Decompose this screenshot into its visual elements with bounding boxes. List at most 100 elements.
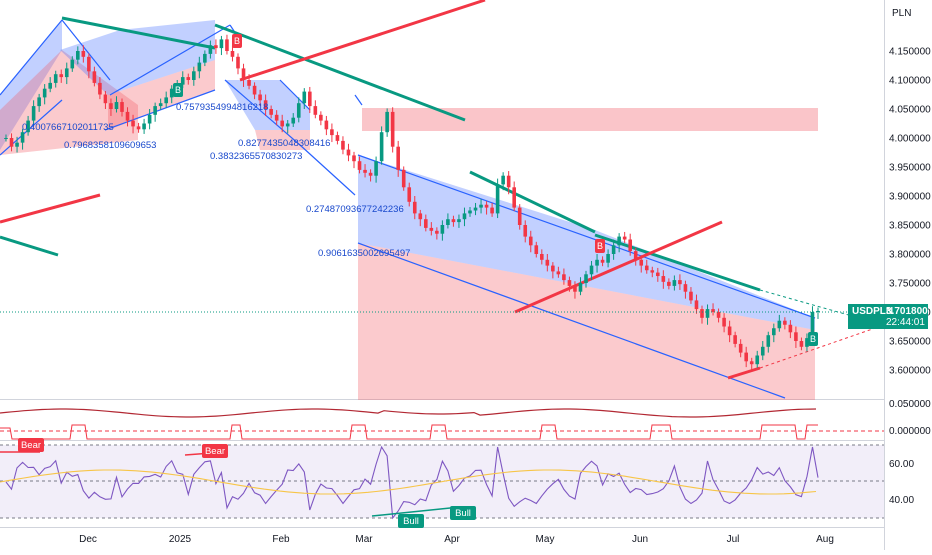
candle-body xyxy=(473,207,478,211)
bar-countdown: 22:44:01 xyxy=(886,317,925,328)
price-axis-tick: 3.950000 xyxy=(889,163,931,174)
candle-body xyxy=(479,204,483,208)
candle-body xyxy=(766,335,771,347)
candle-body xyxy=(440,225,445,234)
candle-body xyxy=(650,270,655,273)
osc-step-line xyxy=(0,424,818,440)
signal-marker xyxy=(595,239,605,253)
currency-label: PLN xyxy=(892,8,912,19)
candle-body xyxy=(777,320,782,329)
candle-body xyxy=(562,274,566,281)
candle-body xyxy=(744,352,748,362)
channel-border xyxy=(109,24,231,96)
candle-body xyxy=(81,51,86,57)
price-axis-tick: 4.100000 xyxy=(889,76,931,87)
candle-body xyxy=(534,245,539,254)
trendline-red xyxy=(514,220,723,314)
candle-body xyxy=(628,239,632,252)
candle-body xyxy=(517,207,522,225)
rsi-line xyxy=(5,445,819,520)
price-axis-tick: 3.750000 xyxy=(889,279,931,290)
fib-annotation-label: 0.3832365570830273 xyxy=(210,151,302,162)
candle-body xyxy=(114,102,119,109)
candle-body xyxy=(622,236,627,240)
time-axis-tick: Jul xyxy=(727,534,740,545)
trendline-red xyxy=(727,366,761,380)
trendline-red xyxy=(0,193,101,224)
candle-body xyxy=(76,51,80,60)
candle-body xyxy=(672,280,677,286)
divergence-badge xyxy=(398,514,424,528)
trendline-teal xyxy=(594,233,761,292)
candle-body xyxy=(70,59,75,69)
candle-body xyxy=(169,88,174,98)
candle-body xyxy=(633,251,638,260)
candle-body xyxy=(705,309,710,318)
trendline-teal xyxy=(61,16,216,50)
channel-fill-lower xyxy=(255,130,310,150)
candle-body xyxy=(258,94,262,101)
trendline-teal xyxy=(0,235,59,257)
channel-fill-upper xyxy=(358,155,815,330)
rsi-axis-tick: 40.00 xyxy=(889,495,914,506)
candle-body xyxy=(401,169,406,188)
signal-marker xyxy=(173,83,183,97)
candle-body xyxy=(219,39,224,49)
candle-body xyxy=(330,129,334,136)
candle-body xyxy=(31,106,36,121)
candle-body xyxy=(197,62,202,72)
candle-body xyxy=(424,219,428,228)
last-price-tag: USDPLN 3.701800 22:44:01 xyxy=(848,304,928,329)
candle-body xyxy=(192,71,196,80)
candle-body xyxy=(103,94,108,104)
time-axis-tick: Dec xyxy=(79,534,97,545)
candle-body xyxy=(810,312,815,339)
candle-body xyxy=(236,56,240,69)
fib-annotation-label: 0.4007667102011735 xyxy=(22,122,114,133)
candle-body xyxy=(214,45,218,49)
candle-body xyxy=(446,219,450,225)
candle-body xyxy=(109,103,113,109)
candle-body xyxy=(617,236,621,246)
channel-border xyxy=(279,79,311,111)
candle-body xyxy=(230,51,235,57)
time-axis-tick: 2025 xyxy=(169,534,192,545)
divergence-badge xyxy=(18,438,44,452)
candle-body xyxy=(186,77,191,80)
channel-border xyxy=(354,94,363,106)
candle-body xyxy=(131,120,135,127)
time-axis-tick: Jun xyxy=(632,534,648,545)
candle-body xyxy=(4,138,8,139)
candle-body xyxy=(451,219,456,223)
signal-marker-label: B xyxy=(175,85,181,95)
channel-border xyxy=(299,144,356,196)
candle-body xyxy=(335,135,340,141)
candle-body xyxy=(120,102,124,112)
price-axis-tick: 4.000000 xyxy=(889,134,931,145)
candle-body xyxy=(37,97,41,107)
candle-body xyxy=(42,88,47,98)
channel-border xyxy=(357,242,786,399)
candle-body xyxy=(667,281,671,286)
osc-axis-tick: 0.050000 xyxy=(889,399,931,410)
candle-body xyxy=(556,271,561,275)
candle-body xyxy=(501,175,505,185)
candle-body xyxy=(589,265,594,275)
candle-body xyxy=(313,106,318,115)
candle-body xyxy=(363,169,367,173)
candle-body xyxy=(412,201,417,214)
candle-body xyxy=(142,123,146,130)
candle-body xyxy=(48,82,52,89)
symbol-label: USDPLN xyxy=(852,306,894,317)
candle-body xyxy=(606,254,610,263)
candle-body xyxy=(595,259,599,266)
osc-axis-tick: 0.000000 xyxy=(889,426,931,437)
candle-body xyxy=(352,155,356,162)
channel-border xyxy=(104,89,216,131)
candle-body xyxy=(208,45,213,54)
candle-body xyxy=(53,74,58,83)
candle-body xyxy=(683,284,688,292)
candle-body xyxy=(788,324,793,333)
